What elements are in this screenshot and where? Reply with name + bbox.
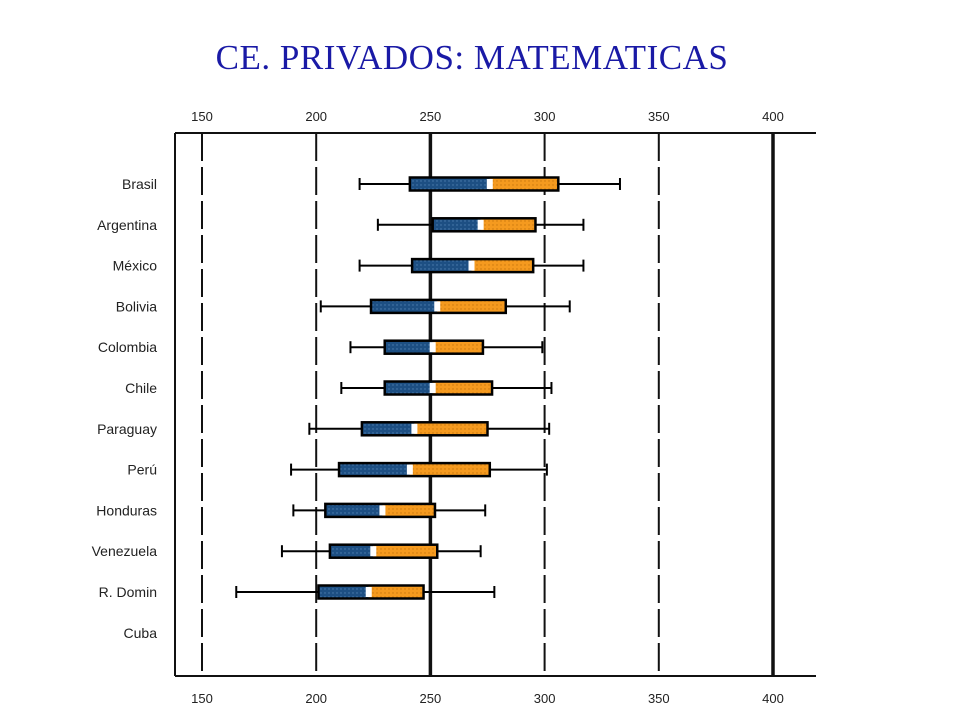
box-outline (410, 257, 535, 274)
category-label: Brasil (122, 176, 157, 192)
x-tick-label-bottom-150: 150 (191, 691, 213, 706)
category-labels: Brasil Argentina México Bolivia Colombia Chil… (92, 176, 158, 641)
x-tick-label-top-150: 150 (191, 109, 213, 124)
box-outline (369, 298, 508, 315)
category-label: Chile (125, 380, 157, 396)
box-row (290, 461, 548, 478)
box-row (358, 257, 585, 274)
box-row (308, 421, 551, 437)
category-label: Colombia (98, 339, 157, 355)
box-lower (339, 463, 410, 477)
box-lower (432, 218, 481, 232)
box-upper (409, 463, 490, 477)
category-label: Bolivia (116, 298, 157, 314)
box-row (358, 176, 621, 192)
box-row (235, 584, 496, 600)
box-outline (431, 217, 537, 233)
box-upper (432, 381, 493, 395)
box-upper (368, 585, 424, 599)
x-tick-label-top-300: 300 (534, 109, 556, 124)
median-marker (370, 546, 377, 557)
chart-title: CE. PRIVADOS: MATEMATICAS (215, 38, 729, 77)
box-outline (408, 176, 560, 192)
x-tick-label-bottom-300: 300 (534, 691, 556, 706)
box-upper (382, 503, 435, 517)
box-outline (328, 543, 439, 559)
box-row (319, 298, 571, 315)
box-lower (412, 259, 472, 273)
x-tick-label-top-200: 200 (305, 109, 327, 124)
median-marker (379, 505, 386, 516)
box-lower (371, 299, 438, 313)
box-lower (318, 585, 369, 599)
box-upper (489, 177, 559, 191)
category-label: Perú (127, 462, 157, 478)
box-upper (437, 299, 506, 313)
x-axis-ticks: 150 150 200 200 250 250 300 300 350 350 400 400 (191, 109, 784, 706)
box-lower (361, 422, 415, 436)
box-lower (325, 503, 383, 517)
category-label: Cuba (124, 625, 158, 641)
box-upper (432, 340, 483, 354)
grid-lines (201, 133, 775, 676)
plot-frame (174, 132, 816, 677)
box-outline (337, 461, 492, 478)
category-label: Paraguay (97, 421, 157, 437)
box-outline (383, 339, 485, 355)
median-marker (429, 383, 436, 393)
median-marker (411, 423, 418, 434)
box-upper (471, 259, 534, 273)
x-tick-label-bottom-250: 250 (420, 691, 442, 706)
median-marker (406, 464, 413, 475)
median-marker (429, 342, 436, 353)
box-outline (324, 502, 437, 519)
box-row (292, 502, 487, 519)
box-outline (317, 584, 425, 600)
x-tick-label-bottom-350: 350 (648, 691, 670, 706)
box-lower (329, 544, 374, 558)
category-label: Honduras (96, 502, 157, 518)
median-marker (477, 219, 484, 230)
box-outline (360, 421, 489, 437)
x-tick-label-bottom-200: 200 (305, 691, 327, 706)
median-marker (434, 301, 441, 312)
category-label: México (113, 258, 158, 274)
box-lower (409, 177, 490, 191)
x-tick-label-bottom-400: 400 (762, 691, 784, 706)
category-label: R. Domin (99, 584, 157, 600)
box-row (340, 380, 553, 396)
box-lower (384, 381, 433, 395)
box-outline (383, 380, 494, 396)
box-lower (384, 340, 433, 354)
x-tick-label-top-250: 250 (420, 109, 442, 124)
box-upper (414, 422, 488, 436)
category-label: Argentina (97, 217, 157, 233)
x-tick-label-top-350: 350 (648, 109, 670, 124)
box-row (349, 339, 544, 355)
box-row (280, 543, 482, 559)
box-upper (480, 218, 536, 232)
box-row (376, 217, 585, 233)
median-marker (486, 179, 493, 189)
median-marker (365, 587, 372, 597)
box-series (235, 176, 621, 600)
box-upper (373, 544, 438, 558)
category-label: Venezuela (92, 543, 158, 559)
median-marker (468, 260, 475, 271)
x-tick-label-top-400: 400 (762, 109, 784, 124)
